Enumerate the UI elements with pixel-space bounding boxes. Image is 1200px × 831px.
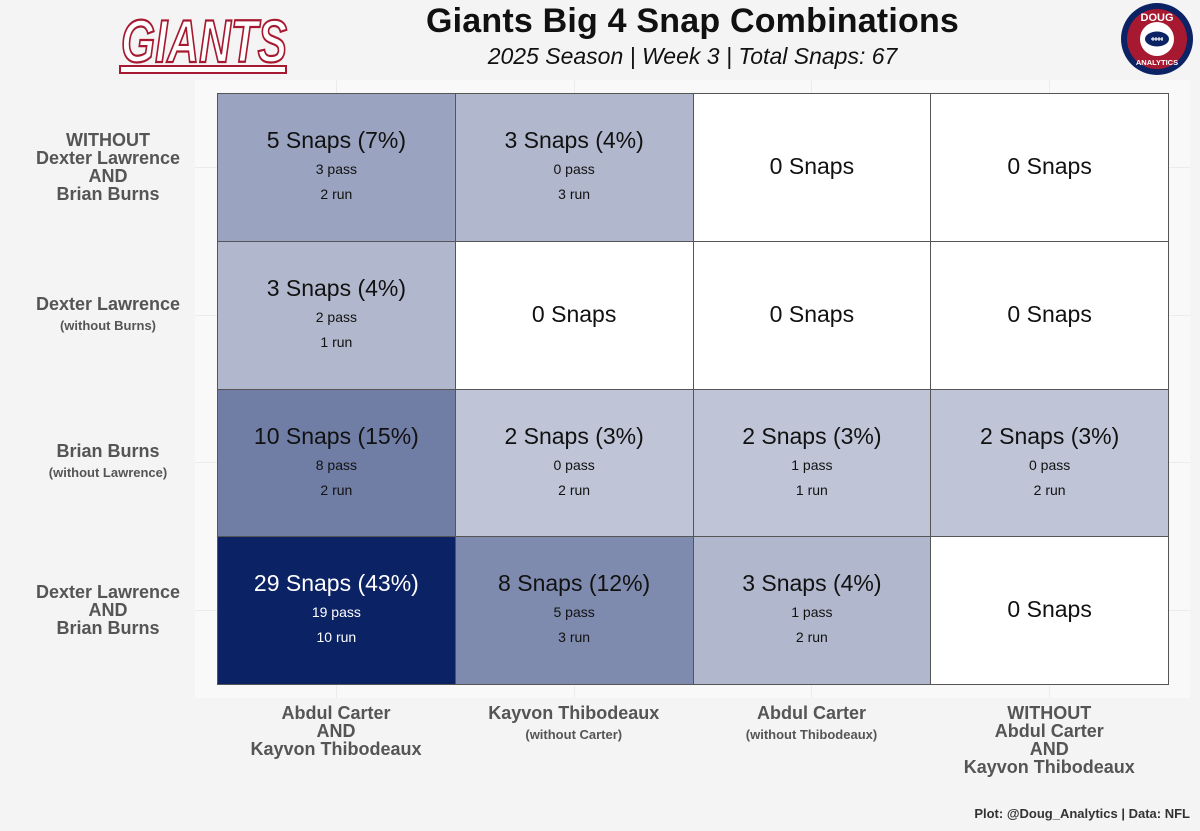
column-label: WITHOUT Abdul Carter AND Kayvon Thibodeaux [930, 704, 1168, 776]
column-label: Abdul Carter (without Thibodeaux) [693, 704, 931, 744]
heatmap-cell: 0 Snaps [930, 536, 1169, 685]
row-label-line: Brian Burns [56, 441, 160, 462]
cell-run-label: 1 run [320, 333, 353, 350]
chart-subtitle: 2025 Season | Week 3 | Total Snaps: 67 [487, 43, 898, 69]
cell-run-label: 1 run [795, 481, 828, 498]
doug-analytics-logo: DOUG ANALYTICS [1121, 3, 1193, 75]
row-label: Dexter Lawrence AND Brian Burns [10, 583, 206, 637]
cell-snaps-label: 10 Snaps (15%) [253, 422, 419, 449]
row-label-line: Dexter Lawrence [35, 293, 181, 314]
badge-bottom-text: ANALYTICS [1136, 58, 1178, 67]
cell-pass-label: 3 pass [315, 161, 357, 177]
chart-title: Giants Big 4 Snap Combinations [425, 2, 960, 40]
heatmap-cell: 0 Snaps [692, 240, 932, 390]
heatmap-cell: 3 Snaps (4%) 2 pass 1 run [217, 240, 456, 390]
cell-snaps-label: 8 Snaps (12%) [498, 570, 651, 597]
giants-logo-underline [119, 65, 287, 74]
cell-pass-label: 0 pass [1029, 456, 1071, 473]
row-label-line: WITHOUT [66, 129, 150, 150]
cell-run-label: 2 run [795, 629, 828, 646]
cell-snaps-label: 0 Snaps [1007, 596, 1092, 623]
giants-logo: GIANTS [119, 8, 288, 76]
cell-snaps-label: 3 Snaps (4%) [266, 274, 407, 301]
giants-logo-text: GIANTS [121, 8, 287, 75]
cell-pass-label: 2 pass [315, 308, 357, 325]
cell-pass-label: 5 pass [553, 604, 595, 621]
heatmap-cell: 0 Snaps [692, 93, 932, 242]
row-label-line: AND [88, 600, 128, 621]
row-label-line: Dexter Lawrence [35, 147, 181, 168]
column-label-line: Kayvon Thibodeaux [963, 757, 1135, 777]
cell-snaps-label: 0 Snaps [769, 153, 855, 179]
badge-top-text: DOUG [1141, 12, 1174, 24]
heatmap-cell: 10 Snaps (15%) 8 pass 2 run [217, 388, 456, 538]
cell-run-label: 2 run [1033, 481, 1066, 498]
row-label: WITHOUT Dexter Lawrence AND Brian Burns [10, 131, 206, 203]
cell-pass-label: 1 pass [791, 604, 833, 621]
column-label-line: AND [1029, 739, 1069, 759]
column-label: Abdul Carter AND Kayvon Thibodeaux [217, 704, 455, 758]
cell-pass-label: 0 pass [553, 161, 595, 177]
heatmap: 5 Snaps (7%) 3 pass 2 run 3 Snaps (4%) 0 pas… [217, 93, 1169, 685]
cell-run-label: 2 run [558, 481, 591, 498]
heatmap-cell: 0 Snaps [930, 93, 1169, 242]
cell-run-label: 10 run [316, 629, 357, 646]
heatmap-cell: 8 Snaps (12%) 5 pass 3 run [454, 536, 694, 685]
column-label-line: Abdul Carter [281, 703, 391, 723]
column-label-line: Kayvon Thibodeaux [488, 703, 660, 723]
row-label: Brian Burns (without Lawrence) [10, 442, 206, 482]
cell-snaps-label: 2 Snaps (3%) [504, 422, 644, 449]
column-label-line: Kayvon Thibodeaux [250, 739, 422, 759]
cell-pass-label: 1 pass [791, 456, 833, 473]
heatmap-cell: 29 Snaps (43%) 19 pass 10 run [217, 536, 456, 685]
cell-snaps-label: 5 Snaps (7%) [266, 127, 407, 153]
cell-pass-label: 8 pass [315, 456, 357, 473]
heatmap-cell: 3 Snaps (4%) 0 pass 3 run [454, 93, 694, 242]
cell-snaps-label: 3 Snaps (4%) [742, 570, 882, 597]
column-label: Kayvon Thibodeaux (without Carter) [455, 704, 693, 744]
column-label-line: Abdul Carter [756, 703, 866, 723]
cell-snaps-label: 0 Snaps [1007, 300, 1092, 327]
row-label: Dexter Lawrence (without Burns) [10, 295, 206, 335]
column-label-sub: (without Carter) [525, 727, 623, 742]
cell-run-label: 2 run [320, 186, 353, 202]
heatmap-cell: 0 Snaps [930, 240, 1169, 390]
cell-run-label: 3 run [558, 186, 591, 202]
football-stitches [1152, 37, 1163, 41]
cell-snaps-label: 2 Snaps (3%) [742, 422, 882, 449]
cell-pass-label: 0 pass [553, 456, 595, 473]
heatmap-cell: 3 Snaps (4%) 1 pass 2 run [692, 536, 932, 685]
heatmap-cell: 2 Snaps (3%) 1 pass 1 run [692, 388, 932, 538]
cell-run-label: 3 run [558, 629, 591, 646]
cell-snaps-label: 0 Snaps [1007, 153, 1092, 179]
cell-snaps-label: 0 Snaps [769, 300, 855, 327]
row-label-line: AND [88, 165, 128, 186]
cell-snaps-label: 29 Snaps (43%) [253, 570, 419, 597]
heatmap-cell: 0 Snaps [454, 240, 694, 390]
cell-run-label: 2 run [320, 481, 353, 498]
heatmap-cell: 2 Snaps (3%) 0 pass 2 run [930, 388, 1169, 538]
row-label-line: Brian Burns [56, 618, 160, 639]
heatmap-cell: 5 Snaps (7%) 3 pass 2 run [217, 93, 456, 242]
cell-snaps-label: 0 Snaps [531, 300, 617, 327]
row-label-sub: (without Lawrence) [48, 465, 168, 481]
row-label-line: Dexter Lawrence [35, 582, 181, 603]
source-caption: Plot: @Doug_Analytics | Data: NFL [974, 806, 1190, 821]
row-label-line: Brian Burns [56, 183, 160, 204]
cell-snaps-label: 2 Snaps (3%) [979, 422, 1120, 449]
column-label-line: Abdul Carter [994, 721, 1104, 741]
heatmap-cell: 2 Snaps (3%) 0 pass 2 run [454, 388, 694, 538]
cell-snaps-label: 3 Snaps (4%) [504, 127, 644, 153]
row-label-sub: (without Burns) [59, 317, 157, 333]
cell-pass-label: 19 pass [311, 604, 361, 621]
column-label-sub: (without Thibodeaux) [745, 727, 878, 742]
column-label-line: AND [316, 721, 356, 741]
column-label-line: WITHOUT [1007, 703, 1092, 723]
